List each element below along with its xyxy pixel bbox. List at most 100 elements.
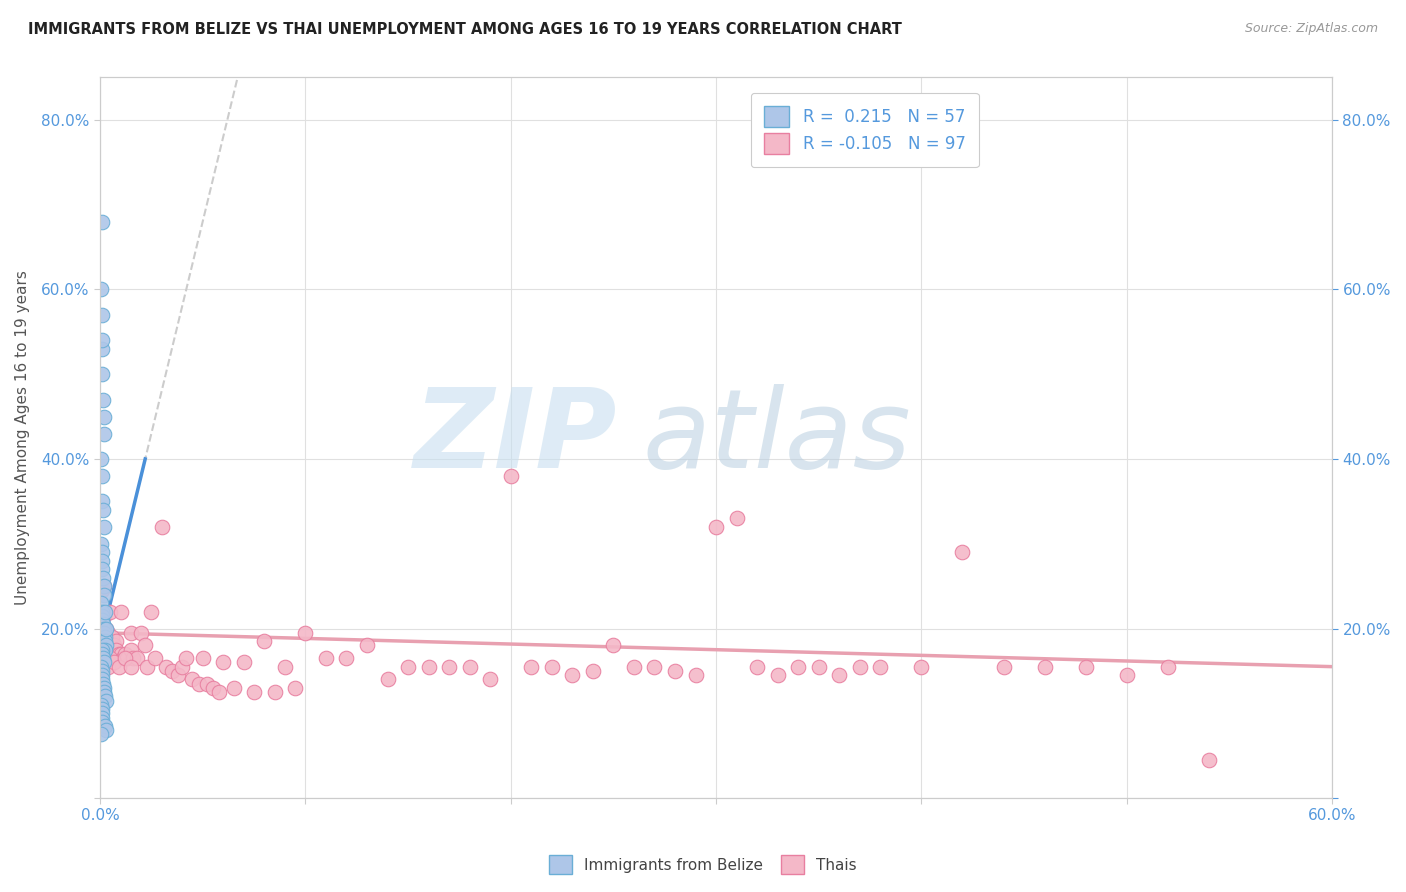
Text: Source: ZipAtlas.com: Source: ZipAtlas.com	[1244, 22, 1378, 36]
Point	[98, 605, 121, 619]
Legend: Immigrants from Belize, Thais: Immigrants from Belize, Thais	[543, 849, 863, 880]
Point	[172, 659, 194, 673]
Point	[315, 651, 337, 665]
Point	[766, 668, 789, 682]
Point	[685, 668, 707, 682]
Text: atlas: atlas	[643, 384, 911, 491]
Point	[93, 520, 115, 534]
Point	[90, 698, 112, 712]
Point	[94, 630, 117, 644]
Point	[828, 668, 851, 682]
Point	[212, 656, 235, 670]
Point	[1115, 668, 1137, 682]
Point	[114, 647, 136, 661]
Point	[93, 681, 115, 695]
Point	[90, 214, 112, 228]
Point	[110, 647, 132, 661]
Point	[93, 685, 115, 699]
Point	[93, 579, 115, 593]
Point	[1157, 659, 1180, 673]
Point	[91, 647, 114, 661]
Point	[93, 608, 115, 623]
Point	[97, 659, 120, 673]
Point	[103, 656, 125, 670]
Point	[91, 583, 114, 598]
Text: ZIP: ZIP	[413, 384, 617, 491]
Point	[602, 639, 624, 653]
Point	[91, 706, 114, 721]
Point	[150, 520, 173, 534]
Point	[91, 676, 114, 690]
Point	[96, 651, 118, 665]
Point	[96, 723, 118, 738]
Point	[90, 605, 112, 619]
Point	[115, 651, 138, 665]
Point	[274, 659, 297, 673]
Point	[141, 605, 163, 619]
Point	[90, 710, 112, 724]
Point	[91, 651, 114, 665]
Point	[181, 673, 204, 687]
Point	[94, 719, 117, 733]
Point	[91, 673, 114, 687]
Point	[107, 659, 129, 673]
Point	[96, 625, 118, 640]
Point	[122, 651, 145, 665]
Point	[90, 282, 112, 296]
Point	[807, 659, 830, 673]
Point	[208, 685, 231, 699]
Text: IMMIGRANTS FROM BELIZE VS THAI UNEMPLOYMENT AMONG AGES 16 TO 19 YEARS CORRELATIO: IMMIGRANTS FROM BELIZE VS THAI UNEMPLOYM…	[28, 22, 903, 37]
Point	[160, 664, 183, 678]
Point	[91, 392, 114, 407]
Point	[90, 308, 112, 322]
Point	[96, 622, 118, 636]
Point	[96, 693, 118, 707]
Point	[243, 685, 266, 699]
Point	[356, 639, 378, 653]
Point	[145, 651, 167, 665]
Point	[93, 622, 115, 636]
Point	[91, 333, 114, 347]
Point	[91, 554, 114, 568]
Point	[96, 639, 118, 653]
Point	[90, 727, 112, 741]
Point	[191, 651, 214, 665]
Point	[93, 426, 115, 441]
Point	[91, 617, 114, 632]
Point	[91, 622, 114, 636]
Point	[91, 625, 114, 640]
Point	[93, 409, 115, 424]
Point	[90, 469, 112, 483]
Point	[91, 503, 114, 517]
Point	[90, 452, 112, 467]
Point	[869, 659, 891, 673]
Point	[98, 651, 121, 665]
Point	[561, 668, 583, 682]
Point	[90, 639, 112, 653]
Point	[93, 588, 115, 602]
Point	[418, 659, 440, 673]
Y-axis label: Unemployment Among Ages 16 to 19 years: Unemployment Among Ages 16 to 19 years	[15, 270, 30, 605]
Point	[499, 469, 522, 483]
Point	[91, 342, 114, 356]
Point	[1033, 659, 1056, 673]
Point	[94, 622, 117, 636]
Point	[849, 659, 872, 673]
Point	[94, 690, 117, 704]
Point	[91, 562, 114, 576]
Point	[111, 651, 134, 665]
Point	[136, 659, 159, 673]
Point	[437, 659, 460, 673]
Point	[97, 625, 120, 640]
Point	[91, 494, 114, 508]
Point	[704, 520, 727, 534]
Point	[664, 664, 686, 678]
Point	[90, 659, 112, 673]
Legend: R =  0.215   N = 57, R = -0.105   N = 97: R = 0.215 N = 57, R = -0.105 N = 97	[751, 93, 979, 167]
Point	[284, 681, 307, 695]
Point	[910, 659, 932, 673]
Point	[107, 647, 129, 661]
Point	[91, 367, 114, 381]
Point	[93, 625, 115, 640]
Point	[98, 630, 121, 644]
